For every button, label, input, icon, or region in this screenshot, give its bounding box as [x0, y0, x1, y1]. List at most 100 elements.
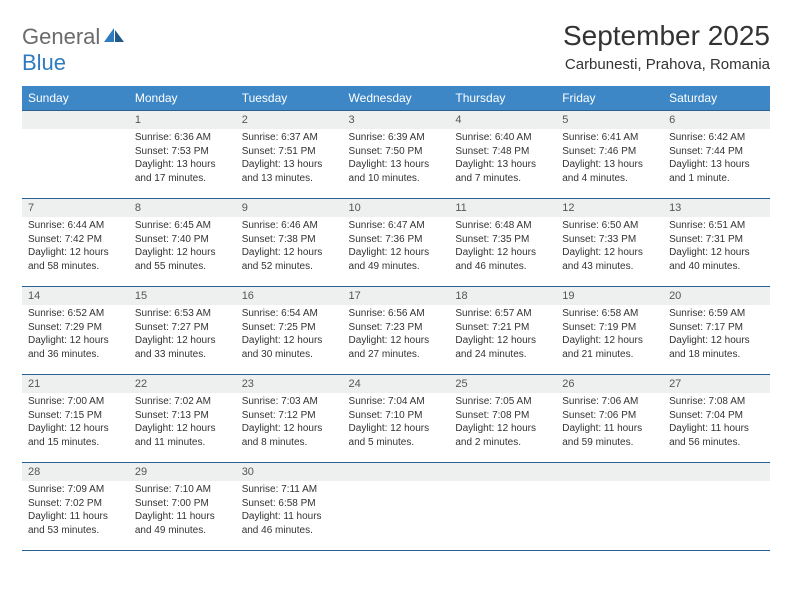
day-body: Sunrise: 6:41 AMSunset: 7:46 PMDaylight:… — [556, 129, 663, 189]
sunrise-text: Sunrise: 7:04 AM — [349, 395, 444, 409]
weekday-header: Tuesday — [236, 86, 343, 111]
day-number: 27 — [663, 375, 770, 393]
calendar-day-cell: 5Sunrise: 6:41 AMSunset: 7:46 PMDaylight… — [556, 111, 663, 199]
calendar-day-cell: 28Sunrise: 7:09 AMSunset: 7:02 PMDayligh… — [22, 463, 129, 551]
sunset-text: Sunset: 7:19 PM — [562, 321, 657, 335]
sunset-text: Sunset: 7:46 PM — [562, 145, 657, 159]
daylight-text: Daylight: 13 hours and 7 minutes. — [455, 158, 550, 185]
sunrise-text: Sunrise: 6:57 AM — [455, 307, 550, 321]
day-body: Sunrise: 6:46 AMSunset: 7:38 PMDaylight:… — [236, 217, 343, 277]
daylight-text: Daylight: 12 hours and 30 minutes. — [242, 334, 337, 361]
day-body: Sunrise: 6:48 AMSunset: 7:35 PMDaylight:… — [449, 217, 556, 277]
sunset-text: Sunset: 7:06 PM — [562, 409, 657, 423]
day-body: Sunrise: 6:47 AMSunset: 7:36 PMDaylight:… — [343, 217, 450, 277]
sunrise-text: Sunrise: 6:47 AM — [349, 219, 444, 233]
sunrise-text: Sunrise: 7:10 AM — [135, 483, 230, 497]
daylight-text: Daylight: 12 hours and 33 minutes. — [135, 334, 230, 361]
sunrise-text: Sunrise: 6:45 AM — [135, 219, 230, 233]
day-body: Sunrise: 6:53 AMSunset: 7:27 PMDaylight:… — [129, 305, 236, 365]
sunset-text: Sunset: 7:48 PM — [455, 145, 550, 159]
day-number — [22, 111, 129, 129]
day-body: Sunrise: 7:08 AMSunset: 7:04 PMDaylight:… — [663, 393, 770, 453]
day-number: 20 — [663, 287, 770, 305]
daylight-text: Daylight: 12 hours and 52 minutes. — [242, 246, 337, 273]
weekday-header: Friday — [556, 86, 663, 111]
calendar-day-cell: 24Sunrise: 7:04 AMSunset: 7:10 PMDayligh… — [343, 375, 450, 463]
day-number: 28 — [22, 463, 129, 481]
day-number: 3 — [343, 111, 450, 129]
daylight-text: Daylight: 13 hours and 10 minutes. — [349, 158, 444, 185]
sunrise-text: Sunrise: 7:05 AM — [455, 395, 550, 409]
day-body: Sunrise: 6:37 AMSunset: 7:51 PMDaylight:… — [236, 129, 343, 189]
day-body: Sunrise: 6:58 AMSunset: 7:19 PMDaylight:… — [556, 305, 663, 365]
day-number — [663, 463, 770, 481]
calendar-day-cell: 12Sunrise: 6:50 AMSunset: 7:33 PMDayligh… — [556, 199, 663, 287]
sunrise-text: Sunrise: 6:36 AM — [135, 131, 230, 145]
calendar-day-cell: 21Sunrise: 7:00 AMSunset: 7:15 PMDayligh… — [22, 375, 129, 463]
sunrise-text: Sunrise: 7:08 AM — [669, 395, 764, 409]
sunrise-text: Sunrise: 6:40 AM — [455, 131, 550, 145]
day-number: 11 — [449, 199, 556, 217]
day-number — [556, 463, 663, 481]
sunset-text: Sunset: 7:35 PM — [455, 233, 550, 247]
day-body: Sunrise: 6:40 AMSunset: 7:48 PMDaylight:… — [449, 129, 556, 189]
day-number: 10 — [343, 199, 450, 217]
sunrise-text: Sunrise: 7:02 AM — [135, 395, 230, 409]
daylight-text: Daylight: 12 hours and 5 minutes. — [349, 422, 444, 449]
calendar-day-cell: 23Sunrise: 7:03 AMSunset: 7:12 PMDayligh… — [236, 375, 343, 463]
day-body: Sunrise: 6:59 AMSunset: 7:17 PMDaylight:… — [663, 305, 770, 365]
calendar-day-cell: 13Sunrise: 6:51 AMSunset: 7:31 PMDayligh… — [663, 199, 770, 287]
day-body: Sunrise: 6:36 AMSunset: 7:53 PMDaylight:… — [129, 129, 236, 189]
day-number: 23 — [236, 375, 343, 393]
logo: General Blue — [22, 24, 126, 76]
calendar-header-row: SundayMondayTuesdayWednesdayThursdayFrid… — [22, 86, 770, 111]
weekday-header: Wednesday — [343, 86, 450, 111]
day-body: Sunrise: 6:39 AMSunset: 7:50 PMDaylight:… — [343, 129, 450, 189]
sunrise-text: Sunrise: 6:42 AM — [669, 131, 764, 145]
weekday-header: Thursday — [449, 86, 556, 111]
sunset-text: Sunset: 7:04 PM — [669, 409, 764, 423]
calendar-table: SundayMondayTuesdayWednesdayThursdayFrid… — [22, 86, 770, 551]
daylight-text: Daylight: 11 hours and 46 minutes. — [242, 510, 337, 537]
sunset-text: Sunset: 7:29 PM — [28, 321, 123, 335]
day-number: 12 — [556, 199, 663, 217]
day-number: 13 — [663, 199, 770, 217]
sunset-text: Sunset: 7:33 PM — [562, 233, 657, 247]
day-number: 8 — [129, 199, 236, 217]
calendar-day-cell: 10Sunrise: 6:47 AMSunset: 7:36 PMDayligh… — [343, 199, 450, 287]
day-body: Sunrise: 7:06 AMSunset: 7:06 PMDaylight:… — [556, 393, 663, 453]
sunset-text: Sunset: 7:27 PM — [135, 321, 230, 335]
sunrise-text: Sunrise: 7:03 AM — [242, 395, 337, 409]
day-body: Sunrise: 6:57 AMSunset: 7:21 PMDaylight:… — [449, 305, 556, 365]
logo-sail-icon — [102, 26, 126, 44]
sunrise-text: Sunrise: 6:53 AM — [135, 307, 230, 321]
sunset-text: Sunset: 7:50 PM — [349, 145, 444, 159]
calendar-week-row: 1Sunrise: 6:36 AMSunset: 7:53 PMDaylight… — [22, 111, 770, 199]
logo-text-general: General — [22, 24, 100, 49]
day-number: 19 — [556, 287, 663, 305]
daylight-text: Daylight: 12 hours and 49 minutes. — [349, 246, 444, 273]
daylight-text: Daylight: 12 hours and 8 minutes. — [242, 422, 337, 449]
sunset-text: Sunset: 7:25 PM — [242, 321, 337, 335]
calendar-day-cell — [22, 111, 129, 199]
calendar-day-cell: 3Sunrise: 6:39 AMSunset: 7:50 PMDaylight… — [343, 111, 450, 199]
day-body: Sunrise: 6:44 AMSunset: 7:42 PMDaylight:… — [22, 217, 129, 277]
day-body: Sunrise: 6:50 AMSunset: 7:33 PMDaylight:… — [556, 217, 663, 277]
daylight-text: Daylight: 13 hours and 4 minutes. — [562, 158, 657, 185]
daylight-text: Daylight: 13 hours and 13 minutes. — [242, 158, 337, 185]
calendar-day-cell: 20Sunrise: 6:59 AMSunset: 7:17 PMDayligh… — [663, 287, 770, 375]
sunrise-text: Sunrise: 6:37 AM — [242, 131, 337, 145]
sunset-text: Sunset: 7:23 PM — [349, 321, 444, 335]
daylight-text: Daylight: 12 hours and 24 minutes. — [455, 334, 550, 361]
day-body: Sunrise: 7:03 AMSunset: 7:12 PMDaylight:… — [236, 393, 343, 453]
sunset-text: Sunset: 7:36 PM — [349, 233, 444, 247]
calendar-day-cell: 26Sunrise: 7:06 AMSunset: 7:06 PMDayligh… — [556, 375, 663, 463]
daylight-text: Daylight: 12 hours and 46 minutes. — [455, 246, 550, 273]
sunrise-text: Sunrise: 6:56 AM — [349, 307, 444, 321]
sunset-text: Sunset: 7:02 PM — [28, 497, 123, 511]
calendar-day-cell: 18Sunrise: 6:57 AMSunset: 7:21 PMDayligh… — [449, 287, 556, 375]
calendar-day-cell: 29Sunrise: 7:10 AMSunset: 7:00 PMDayligh… — [129, 463, 236, 551]
calendar-day-cell: 1Sunrise: 6:36 AMSunset: 7:53 PMDaylight… — [129, 111, 236, 199]
sunrise-text: Sunrise: 6:50 AM — [562, 219, 657, 233]
sunrise-text: Sunrise: 6:58 AM — [562, 307, 657, 321]
